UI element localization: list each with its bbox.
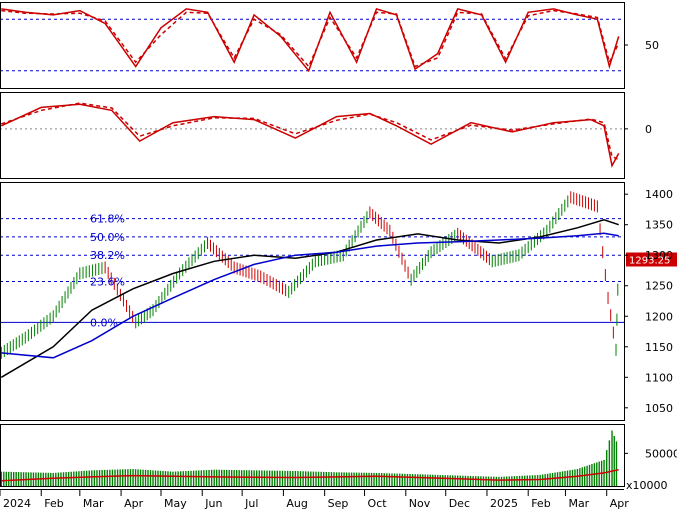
fibonacci-label: 23.6%: [90, 275, 125, 288]
y-tick-label: 0: [645, 123, 652, 136]
x-tick-label: Oct: [368, 497, 388, 510]
y-tick-label: 1350: [645, 219, 673, 232]
x-tick-label: 2024: [3, 497, 31, 510]
x-tick-label: 2025: [490, 497, 518, 510]
x-tick-label: Mar: [83, 497, 104, 510]
y-tick-label: 1400: [645, 188, 673, 201]
oscillator-series-0: [0, 103, 620, 168]
x-tick-label: Feb: [531, 497, 550, 510]
x-tick-label: Apr: [124, 497, 144, 510]
frame-layer: [0, 2, 628, 496]
y-tick-label: 1150: [645, 341, 673, 354]
fibonacci-label: 38.2%: [90, 249, 125, 262]
fibonacci-label: 0.0%: [90, 316, 118, 329]
fibonacci-label: 50.0%: [90, 231, 125, 244]
y-tick-label: 50000: [645, 447, 677, 460]
volume-unit-label: x10000: [626, 479, 668, 492]
y-tick-label: 1050: [645, 402, 673, 415]
fibonacci-label: 61.8%: [90, 213, 125, 226]
x-tick-label: Sep: [328, 497, 349, 510]
x-tick-label: Jul: [244, 497, 258, 510]
marks-layer: [0, 7, 677, 486]
y-tick-label: 1100: [645, 371, 673, 384]
x-tick-label: Nov: [409, 497, 431, 510]
x-tick-label: Jun: [204, 497, 222, 510]
panel-frame-1: [0, 92, 625, 179]
x-tick-label: Dec: [449, 497, 470, 510]
last-price-label: 1293.25: [629, 256, 670, 267]
panel-frame-3: [0, 424, 625, 487]
x-tick-label: Mar: [568, 497, 589, 510]
y-tick-label: 1300: [645, 249, 673, 262]
x-tick-label: Feb: [44, 497, 63, 510]
stochastic-series-1: [1, 9, 620, 68]
x-tick-label: Aug: [286, 497, 307, 510]
oscillator-series-1: [1, 102, 620, 161]
y-tick-label: 50: [645, 39, 659, 52]
stochastic-series-0: [1, 7, 620, 73]
panel-frame-2: [0, 182, 625, 421]
ma200-line: [1, 232, 619, 359]
volume-average-line: [1, 468, 619, 482]
x-tick-label: May: [164, 497, 187, 510]
y-tick-label: 1200: [645, 310, 673, 323]
last-price-tag: [626, 252, 677, 267]
text-layer: 50 0 1050 1100 1150 1200 1250 1300 1350 1400 50000…: [3, 39, 677, 510]
y-tick-label: 1250: [645, 280, 673, 293]
x-tick-label: Apr: [610, 497, 630, 510]
